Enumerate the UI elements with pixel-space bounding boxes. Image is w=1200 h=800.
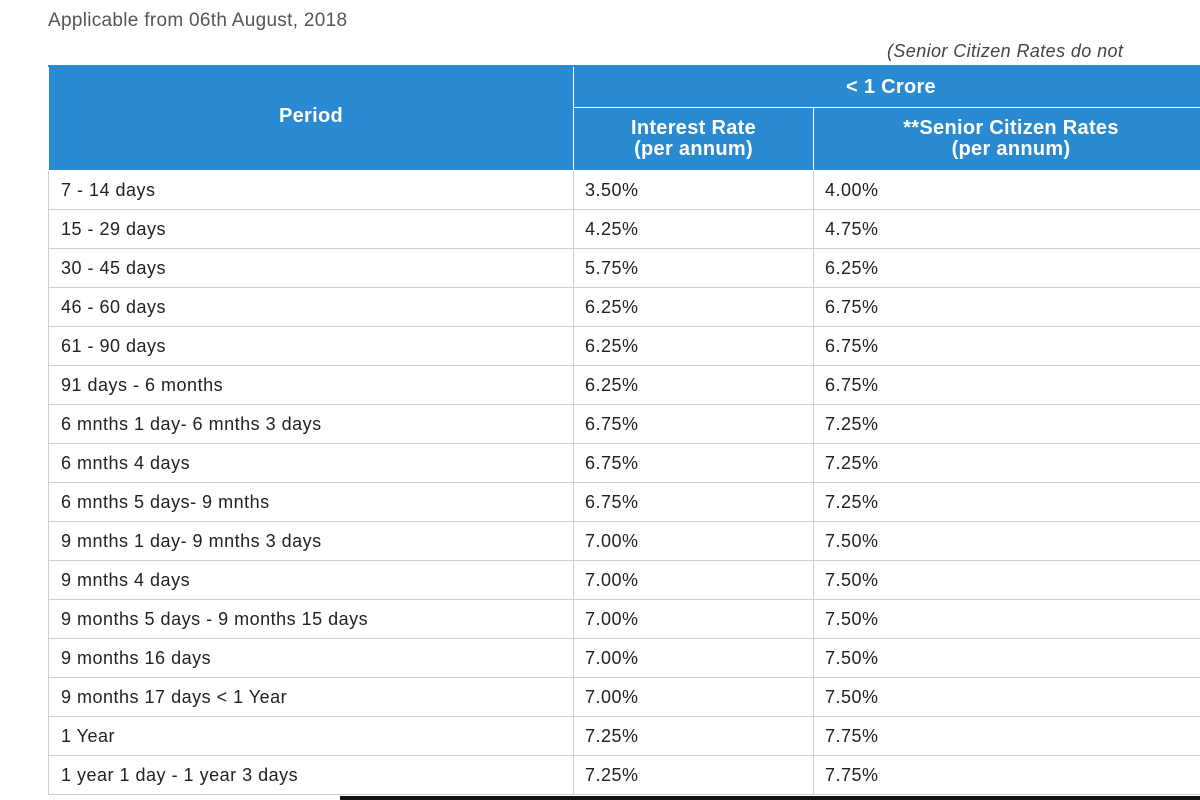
interest-rate-cell: 7.00% — [573, 638, 814, 678]
period-cell: 91 days - 6 months — [48, 365, 574, 405]
interest-rate-cell: 6.75% — [573, 404, 814, 444]
senior-rate-cell: 7.75% — [813, 755, 1200, 795]
period-cell: 6 mnths 4 days — [48, 443, 574, 483]
period-cell: 7 - 14 days — [48, 170, 574, 210]
table-row: 46 - 60 days 6.25% 6.75% — [48, 287, 1200, 327]
senior-rate-cell: 7.75% — [813, 716, 1200, 756]
interest-rate-cell: 7.00% — [573, 599, 814, 639]
interest-rate-cell: 6.25% — [573, 365, 814, 405]
senior-citizen-note: (Senior Citizen Rates do not — [887, 41, 1124, 61]
senior-rate-cell: 7.25% — [813, 443, 1200, 483]
period-cell: 9 mnths 1 day- 9 mnths 3 days — [48, 521, 574, 561]
senior-rate-cell: 7.50% — [813, 638, 1200, 678]
table-row: 30 - 45 days 5.75% 6.25% — [48, 248, 1200, 288]
interest-rate-cell: 7.00% — [573, 560, 814, 600]
senior-rate-cell: 7.25% — [813, 482, 1200, 522]
period-cell: 15 - 29 days — [48, 209, 574, 249]
interest-rate-cell: 7.25% — [573, 716, 814, 756]
period-cell: 46 - 60 days — [48, 287, 574, 327]
interest-rate-column-header: Interest Rate (per annum) — [573, 107, 814, 171]
interest-rate-cell: 7.25% — [573, 755, 814, 795]
period-cell: 1 year 1 day - 1 year 3 days — [48, 755, 574, 795]
senior-rate-cell: 7.50% — [813, 599, 1200, 639]
table-row: 7 - 14 days 3.50% 4.00% — [48, 170, 1200, 210]
table-row: 6 mnths 5 days- 9 mnths 6.75% 7.25% — [48, 482, 1200, 522]
interest-rate-cell: 6.75% — [573, 443, 814, 483]
senior-rate-header-line1: **Senior Citizen Rates — [903, 117, 1119, 140]
interest-rate-cell: 5.75% — [573, 248, 814, 288]
senior-rate-cell: 6.75% — [813, 365, 1200, 405]
table-row: 1 Year 7.25% 7.75% — [48, 716, 1200, 756]
interest-rate-header-line2: (per annum) — [634, 138, 753, 161]
senior-citizen-column-header: **Senior Citizen Rates (per annum) — [813, 107, 1200, 171]
table-row: 61 - 90 days 6.25% 6.75% — [48, 326, 1200, 366]
interest-rate-cell: 7.00% — [573, 521, 814, 561]
table-row: 6 mnths 1 day- 6 mnths 3 days 6.75% 7.25% — [48, 404, 1200, 444]
applicable-date-text: Applicable from 06th August, 2018 — [48, 10, 348, 31]
table-row: 91 days - 6 months 6.25% 6.75% — [48, 365, 1200, 405]
bottom-border-bar — [340, 796, 1200, 800]
senior-rate-header-line2: (per annum) — [951, 138, 1071, 161]
period-cell: 9 mnths 4 days — [48, 560, 574, 600]
table-row: 9 months 16 days 7.00% 7.50% — [48, 638, 1200, 678]
interest-rate-cell: 6.25% — [573, 326, 814, 366]
interest-rate-header-line1: Interest Rate — [630, 117, 757, 140]
senior-rate-cell: 6.75% — [813, 326, 1200, 366]
rate-rows: 7 - 14 days 3.50% 4.00% 15 - 29 days 4.25% 4.… — [48, 170, 1200, 795]
table-row: 1 year 1 day - 1 year 3 days 7.25% 7.75% — [48, 755, 1200, 795]
interest-rate-cell: 3.50% — [573, 170, 814, 210]
senior-rate-cell: 6.25% — [813, 248, 1200, 288]
table-row: 9 months 17 days < 1 Year 7.00% 7.50% — [48, 677, 1200, 717]
interest-rate-table: Period < 1 Crore Interest Rate (per annu… — [48, 65, 1200, 795]
interest-rate-cell: 7.00% — [573, 677, 814, 717]
interest-rate-cell: 4.25% — [573, 209, 814, 249]
senior-rate-cell: 7.50% — [813, 677, 1200, 717]
period-cell: 30 - 45 days — [48, 248, 574, 288]
senior-rate-cell: 4.75% — [813, 209, 1200, 249]
period-cell: 1 Year — [48, 716, 574, 756]
period-cell: 6 mnths 1 day- 6 mnths 3 days — [48, 404, 574, 444]
period-column-header: Period — [48, 65, 574, 171]
senior-rate-cell: 4.00% — [813, 170, 1200, 210]
amount-group-header: < 1 Crore — [573, 65, 1200, 109]
period-cell: 9 months 16 days — [48, 638, 574, 678]
senior-rate-cell: 7.50% — [813, 521, 1200, 561]
period-cell: 61 - 90 days — [48, 326, 574, 366]
table-row: 9 months 5 days - 9 months 15 days 7.00% 7… — [48, 599, 1200, 639]
senior-rate-cell: 6.75% — [813, 287, 1200, 327]
table-row: 9 mnths 4 days 7.00% 7.50% — [48, 560, 1200, 600]
interest-rate-cell: 6.25% — [573, 287, 814, 327]
table-row: 9 mnths 1 day- 9 mnths 3 days 7.00% 7.50% — [48, 521, 1200, 561]
period-cell: 9 months 17 days < 1 Year — [48, 677, 574, 717]
senior-rate-cell: 7.50% — [813, 560, 1200, 600]
senior-rate-cell: 7.25% — [813, 404, 1200, 444]
period-cell: 9 months 5 days - 9 months 15 days — [48, 599, 574, 639]
interest-rate-cell: 6.75% — [573, 482, 814, 522]
table-row: 6 mnths 4 days 6.75% 7.25% — [48, 443, 1200, 483]
table-row: 15 - 29 days 4.25% 4.75% — [48, 209, 1200, 249]
period-cell: 6 mnths 5 days- 9 mnths — [48, 482, 574, 522]
